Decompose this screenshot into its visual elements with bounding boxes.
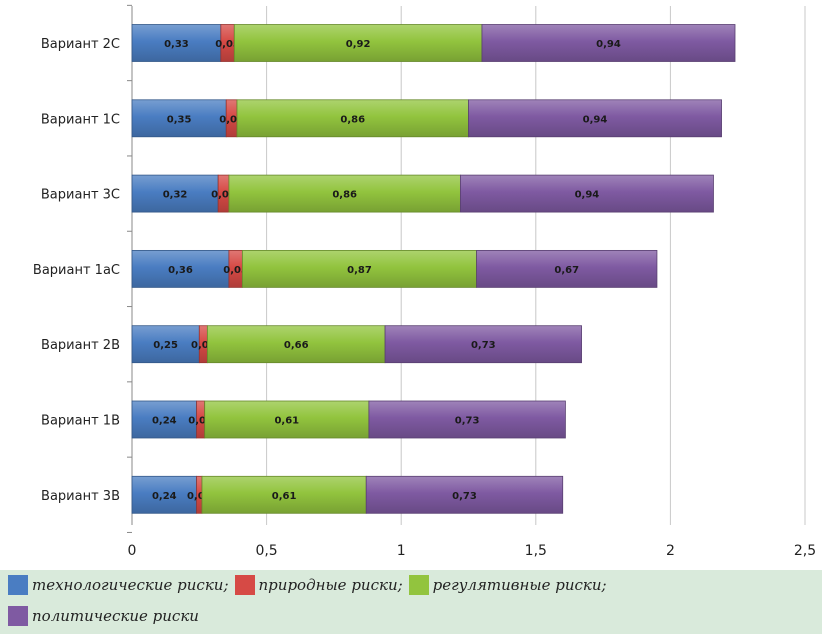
x-tick-label: 1,5 <box>525 543 547 559</box>
bar-segment <box>365 475 564 514</box>
data-label: 0,05 <box>215 39 240 50</box>
bar-segment <box>384 325 582 364</box>
x-tick-label: 2 <box>666 543 675 559</box>
legend-swatch <box>408 575 429 595</box>
bar-segment <box>468 99 722 138</box>
data-label: 0,86 <box>340 114 365 125</box>
legend-label: политические риски <box>32 607 199 625</box>
bar-segment <box>476 249 658 288</box>
legend-label: технологические риски; <box>32 576 229 594</box>
legend-item: политические риски <box>8 603 199 629</box>
bar-segment <box>131 174 219 213</box>
bar-segment <box>228 174 461 213</box>
data-label: 0,61 <box>272 491 297 502</box>
data-label: 0,04 <box>219 114 244 125</box>
legend-item: технологические риски; <box>8 572 229 598</box>
data-label: 0,02 <box>187 491 212 502</box>
data-label: 0,03 <box>191 340 216 351</box>
data-label: 0,94 <box>583 114 608 125</box>
bar-segment <box>131 249 230 288</box>
legend-label: регулятивные риски; <box>432 576 607 594</box>
legend-label: природные риски; <box>258 576 403 594</box>
data-label: 0,73 <box>471 340 496 351</box>
data-label: 0,67 <box>554 265 579 276</box>
data-label: 0,33 <box>164 39 189 50</box>
data-label: 0,94 <box>575 190 600 201</box>
bar-segment <box>131 24 222 62</box>
bar-segment <box>481 24 736 62</box>
bar-segment <box>206 325 386 364</box>
bar-segment <box>131 325 200 364</box>
x-tick-label: 0 <box>128 543 137 559</box>
data-label: 0,05 <box>223 265 248 276</box>
legend-swatch <box>8 575 28 595</box>
bar-segment <box>460 174 714 213</box>
category-label: Вариант 1аС <box>33 263 120 278</box>
bar-segment <box>233 24 483 62</box>
data-label: 0,66 <box>284 340 309 351</box>
data-label: 0,24 <box>152 491 177 502</box>
legend-item: природные риски; <box>234 572 403 598</box>
data-label: 0,32 <box>163 190 188 201</box>
x-tick-label: 2,5 <box>794 543 816 559</box>
data-label: 0,87 <box>347 265 372 276</box>
category-label: Вариант 2В <box>41 338 120 353</box>
data-label: 0,61 <box>274 416 299 427</box>
data-label: 0,03 <box>188 416 213 427</box>
data-label: 0,36 <box>168 265 193 276</box>
data-label: 0,94 <box>596 39 621 50</box>
bar-segment <box>131 475 198 514</box>
data-label: 0,25 <box>153 340 178 351</box>
data-label: 0,92 <box>346 39 371 50</box>
category-label: Вариант 3С <box>41 188 120 203</box>
data-label: 0,24 <box>152 416 177 427</box>
category-label: Вариант 1С <box>41 112 120 127</box>
data-label: 0,04 <box>211 190 236 201</box>
legend-item: регулятивные риски; <box>408 572 607 598</box>
data-label: 0,73 <box>455 416 480 427</box>
bar-segment <box>236 99 469 138</box>
legend-swatch <box>8 606 28 626</box>
category-label: Вариант 1В <box>41 414 120 429</box>
legend: технологические риски; природные риски; ре… <box>8 572 818 634</box>
x-tick-label: 0,5 <box>255 543 277 559</box>
data-label: 0,35 <box>167 114 192 125</box>
category-label: Вариант 2С <box>41 37 120 52</box>
data-label: 0,86 <box>332 190 357 201</box>
x-tick-label: 1 <box>397 543 406 559</box>
bar-segment <box>131 99 227 138</box>
legend-swatch <box>234 575 255 595</box>
bar-segment <box>368 400 566 439</box>
bar-chart: 0 0,5 1 1,5 2 2,5 Вариант 2С 0,33 0,05 0,92 0,94 Ва… <box>33 4 816 559</box>
category-label: Вариант 3В <box>41 489 120 504</box>
data-label: 0,73 <box>452 491 477 502</box>
